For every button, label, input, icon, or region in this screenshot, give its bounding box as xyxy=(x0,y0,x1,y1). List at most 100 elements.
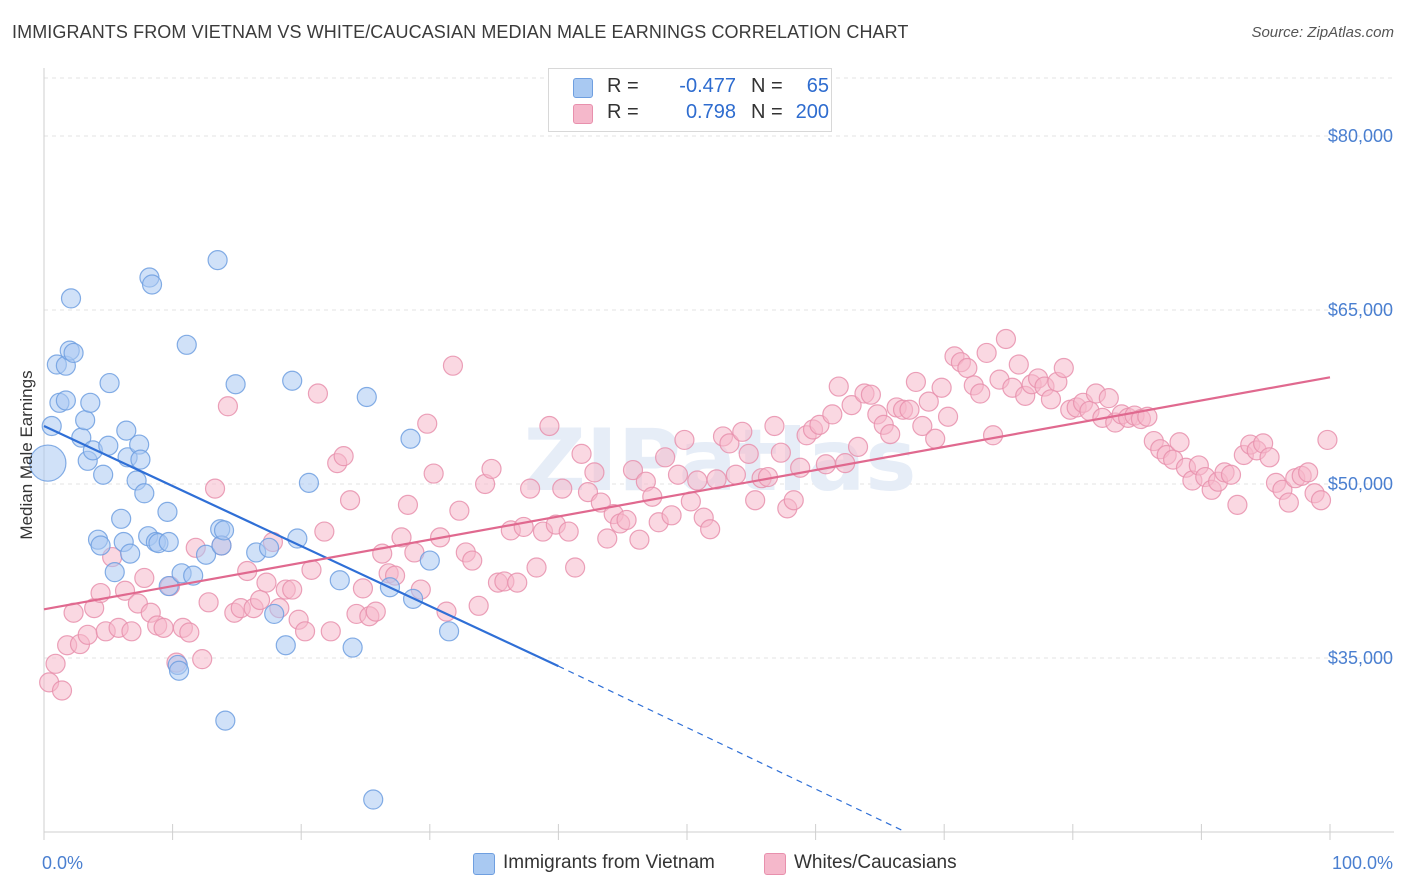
point-whites-caucasians xyxy=(198,592,219,613)
point-whites-caucasians xyxy=(1053,357,1074,379)
point-whites-caucasians xyxy=(571,443,592,464)
point-whites-caucasians xyxy=(828,376,849,397)
axis-labels: $35,000 $50,000 $65,000 $80,000 0.0% 100.0% xyxy=(42,126,1393,873)
point-whites-caucasians xyxy=(841,395,862,416)
point-immigrants-from-vietnam xyxy=(141,274,163,295)
point-whites-caucasians xyxy=(860,384,881,405)
y-tick-label: $50,000 xyxy=(1328,474,1393,494)
point-whites-caucasians xyxy=(307,383,329,404)
point-whites-caucasians xyxy=(880,424,901,445)
point-whites-caucasians xyxy=(320,621,341,642)
point-whites-caucasians xyxy=(616,509,637,531)
point-immigrants-from-vietnam xyxy=(258,537,280,558)
point-immigrants-from-vietnam xyxy=(419,550,440,571)
point-immigrants-from-vietnam xyxy=(363,789,384,810)
point-whites-caucasians xyxy=(442,355,464,376)
point-whites-caucasians xyxy=(1310,490,1332,511)
correlation-legend: R = -0.477 N = 65 R = 0.798 N = 200 xyxy=(548,68,832,132)
point-whites-caucasians xyxy=(552,478,573,499)
point-whites-caucasians xyxy=(661,505,682,526)
point-whites-caucasians xyxy=(526,557,547,578)
point-whites-caucasians xyxy=(700,519,721,540)
point-whites-caucasians xyxy=(745,490,766,511)
point-whites-caucasians xyxy=(976,342,997,364)
point-whites-caucasians xyxy=(847,436,869,457)
chart-title: IMMIGRANTS FROM VIETNAM VS WHITE/CAUCASI… xyxy=(12,22,909,42)
point-immigrants-from-vietnam xyxy=(195,544,217,565)
point-immigrants-from-vietnam xyxy=(130,449,151,470)
point-immigrants-from-vietnam xyxy=(111,508,132,529)
point-whites-caucasians xyxy=(565,557,586,578)
point-whites-caucasians xyxy=(1317,429,1338,451)
point-whites-caucasians xyxy=(179,622,200,643)
legend-n-value: 200 xyxy=(795,101,829,123)
trend-line-vietnam xyxy=(43,425,559,668)
legend-swatch-pink xyxy=(573,104,593,124)
point-whites-caucasians xyxy=(597,528,618,549)
point-whites-caucasians xyxy=(918,391,939,412)
point-immigrants-from-vietnam xyxy=(438,621,460,642)
point-whites-caucasians xyxy=(584,462,605,483)
point-whites-caucasians xyxy=(314,521,335,542)
point-whites-caucasians xyxy=(1220,464,1242,485)
point-whites-caucasians xyxy=(667,464,689,485)
point-immigrants-from-vietnam xyxy=(134,483,155,504)
point-whites-caucasians xyxy=(1169,432,1190,453)
point-whites-caucasians xyxy=(1098,388,1119,409)
legend-n-label: N = xyxy=(751,101,783,123)
point-immigrants-from-vietnam xyxy=(215,710,236,731)
point-whites-caucasians xyxy=(449,500,470,521)
point-whites-caucasians xyxy=(957,357,978,379)
point-whites-caucasians xyxy=(738,443,759,464)
point-whites-caucasians xyxy=(397,494,419,515)
y-tick-label: $80,000 xyxy=(1328,126,1393,146)
point-immigrants-from-vietnam xyxy=(120,543,141,564)
bottom-legend-swatch-blue xyxy=(473,853,495,875)
point-whites-caucasians xyxy=(217,396,238,417)
point-immigrants-from-vietnam xyxy=(75,410,96,431)
point-immigrants-from-vietnam xyxy=(275,635,296,656)
point-whites-caucasians xyxy=(764,415,785,437)
point-whites-caucasians xyxy=(925,428,946,449)
point-immigrants-from-vietnam xyxy=(356,386,377,408)
point-whites-caucasians xyxy=(192,649,213,670)
point-whites-caucasians xyxy=(513,516,534,538)
point-whites-caucasians xyxy=(481,458,502,480)
point-immigrants-from-vietnam xyxy=(282,370,303,391)
point-whites-caucasians xyxy=(912,415,933,437)
point-immigrants-from-vietnam xyxy=(264,603,285,625)
point-whites-caucasians xyxy=(905,371,927,393)
point-whites-caucasians xyxy=(815,454,836,475)
point-immigrants-from-vietnam xyxy=(104,562,125,583)
point-whites-caucasians xyxy=(539,415,560,437)
legend-swatch-blue xyxy=(573,78,593,98)
point-whites-caucasians xyxy=(770,442,791,463)
point-whites-caucasians xyxy=(642,486,663,507)
series-whites-caucasians xyxy=(39,328,1338,701)
point-whites-caucasians xyxy=(719,433,740,454)
point-whites-caucasians xyxy=(1008,354,1029,375)
point-whites-caucasians xyxy=(1278,492,1299,513)
point-immigrants-from-vietnam xyxy=(213,520,235,541)
point-immigrants-from-vietnam xyxy=(329,570,350,591)
point-whites-caucasians xyxy=(352,578,374,599)
bottom-legend-label: Whites/Caucasians xyxy=(794,852,957,873)
point-immigrants-from-vietnam xyxy=(298,472,320,493)
point-immigrants-from-vietnam xyxy=(225,374,246,395)
point-whites-caucasians xyxy=(783,490,804,511)
point-immigrants-from-vietnam xyxy=(207,250,228,271)
legend-r-value: -0.477 xyxy=(679,75,736,97)
point-whites-caucasians xyxy=(45,653,66,674)
point-immigrants-from-vietnam xyxy=(90,535,111,556)
point-whites-caucasians xyxy=(462,550,483,571)
point-immigrants-from-vietnam xyxy=(60,288,82,309)
point-whites-caucasians xyxy=(365,601,386,622)
point-immigrants-from-vietnam xyxy=(93,464,114,485)
trend-line-vietnam-extrapolated xyxy=(558,665,906,833)
point-whites-caucasians xyxy=(822,404,843,425)
point-immigrants-from-vietnam xyxy=(29,444,67,482)
point-immigrants-from-vietnam xyxy=(168,660,190,681)
y-tick-label: $35,000 xyxy=(1328,648,1393,668)
legend-r-value: 0.798 xyxy=(685,101,736,123)
point-whites-caucasians xyxy=(558,521,579,542)
